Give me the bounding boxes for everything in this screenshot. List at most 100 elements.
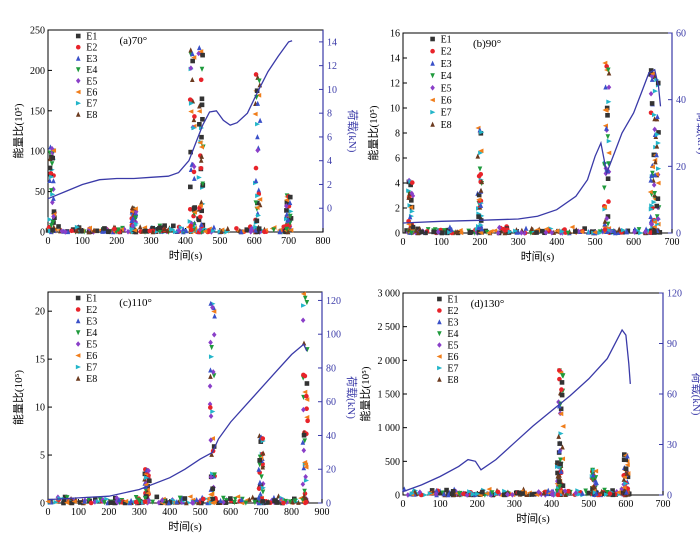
data-point-e2 — [69, 228, 74, 234]
data-point-e1 — [415, 226, 420, 232]
data-point-e4 — [565, 230, 571, 236]
data-point-e5 — [410, 193, 416, 199]
data-point-e3 — [199, 221, 204, 227]
data-point-e7 — [638, 230, 644, 236]
data-point-e8 — [86, 229, 92, 235]
data-point-e1 — [520, 491, 525, 496]
data-point-e8 — [247, 496, 252, 502]
data-point-e7 — [604, 492, 610, 497]
data-point-e3 — [183, 228, 189, 234]
data-point-e5 — [50, 199, 55, 206]
data-point-e1 — [188, 149, 193, 155]
data-point-e2 — [260, 436, 266, 441]
data-point-e8 — [591, 483, 597, 489]
legend-label: E6 — [441, 96, 452, 107]
y2-axis-label: 荷载(kN) — [345, 376, 358, 419]
x-tick-label: 500 — [588, 237, 603, 248]
data-point-e7 — [648, 206, 654, 212]
data-point-e3 — [255, 100, 261, 106]
y2-tick-label: 0 — [327, 204, 332, 215]
data-point-e5 — [248, 229, 254, 235]
data-point-e3 — [478, 202, 484, 208]
x-tick-label: 200 — [472, 237, 487, 248]
data-point-e5 — [562, 488, 568, 494]
data-point-e5 — [221, 499, 226, 506]
legend-label: E5 — [86, 76, 97, 87]
data-point-e5 — [208, 339, 213, 346]
data-point-e4 — [132, 215, 138, 221]
y-tick-label: 10 — [35, 403, 45, 414]
data-point-e1 — [256, 226, 262, 231]
data-point-e6 — [653, 171, 659, 177]
data-point-e3 — [593, 490, 599, 496]
data-point-e1 — [557, 441, 563, 446]
data-point-e1 — [610, 492, 616, 498]
legend-label: E4 — [86, 65, 97, 76]
data-point-e3 — [256, 466, 262, 472]
data-point-e6 — [655, 180, 661, 186]
data-point-e8 — [624, 470, 630, 476]
data-point-e3 — [545, 487, 551, 493]
data-point-e4 — [243, 500, 249, 506]
data-point-e3 — [208, 367, 213, 373]
data-point-e6 — [300, 291, 306, 297]
data-point-e1 — [410, 224, 416, 230]
data-point-e5 — [114, 495, 120, 501]
data-point-e5 — [651, 182, 657, 188]
x-tick-label: 600 — [223, 507, 238, 518]
data-point-e3 — [284, 211, 290, 217]
data-point-e3 — [166, 500, 172, 506]
legend-label: E8 — [86, 374, 97, 385]
data-point-e5 — [495, 230, 501, 236]
data-point-e2 — [256, 486, 262, 491]
data-point-e1 — [79, 228, 84, 234]
data-point-e1 — [623, 457, 628, 463]
data-point-e4 — [64, 495, 70, 501]
data-point-e4 — [177, 495, 183, 501]
data-point-e1 — [188, 184, 193, 190]
data-point-e4 — [302, 295, 308, 301]
data-point-e2 — [253, 165, 259, 171]
data-point-e1 — [557, 479, 562, 485]
x-axis-label: 时间(s) — [521, 250, 555, 263]
data-point-e1 — [480, 489, 485, 495]
data-point-e5 — [59, 228, 65, 234]
data-point-e5 — [606, 84, 612, 91]
data-point-e8 — [502, 230, 508, 236]
data-point-e1 — [444, 487, 449, 493]
data-point-e1 — [50, 155, 56, 161]
data-point-e6 — [408, 205, 414, 210]
y-tick-label: 0 — [395, 491, 400, 502]
data-point-e5 — [435, 229, 441, 235]
legend-marker-e6 — [75, 89, 81, 95]
data-point-e8 — [164, 227, 170, 233]
data-point-e8 — [189, 76, 195, 83]
data-point-e3 — [479, 226, 485, 232]
data-point-e6 — [602, 60, 608, 66]
data-point-e7 — [478, 150, 484, 156]
y2-tick-label: 120 — [326, 296, 341, 307]
data-point-e6 — [601, 204, 608, 210]
legend-marker-e5 — [430, 85, 435, 91]
y-tick-label: 5 — [40, 451, 45, 462]
x-tick-label: 200 — [470, 499, 485, 510]
data-point-e3 — [116, 497, 122, 503]
legend-label: E4 — [447, 329, 458, 340]
data-point-e1 — [287, 194, 293, 200]
data-point-e5 — [210, 304, 215, 311]
data-point-e3 — [557, 403, 562, 409]
y-tick-label: 2 500 — [378, 322, 401, 333]
legend-label: E5 — [86, 340, 97, 351]
data-point-e3 — [47, 177, 53, 184]
legend-marker-e3 — [75, 55, 81, 61]
data-point-e8 — [188, 47, 194, 53]
data-point-e1 — [200, 52, 205, 58]
data-point-e4 — [209, 344, 214, 351]
legend-marker-e7 — [75, 364, 81, 370]
data-point-e5 — [211, 331, 217, 338]
data-point-e6 — [624, 462, 630, 468]
legend-marker-e6 — [429, 97, 435, 103]
data-point-e3 — [652, 172, 658, 178]
